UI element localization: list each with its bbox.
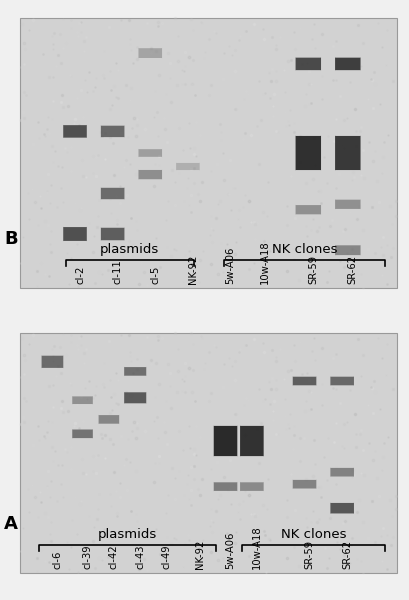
Text: plasmids: plasmids <box>100 243 159 256</box>
Text: cl-42: cl-42 <box>109 544 119 569</box>
Text: A: A <box>4 515 18 533</box>
FancyBboxPatch shape <box>335 136 361 170</box>
Text: SR-62: SR-62 <box>348 255 358 284</box>
FancyBboxPatch shape <box>296 205 321 215</box>
Text: cl-5: cl-5 <box>150 266 160 284</box>
FancyBboxPatch shape <box>293 376 316 386</box>
FancyBboxPatch shape <box>335 57 361 71</box>
FancyBboxPatch shape <box>101 187 124 200</box>
FancyBboxPatch shape <box>330 376 354 386</box>
Text: SR-59: SR-59 <box>305 540 315 569</box>
FancyBboxPatch shape <box>330 502 354 514</box>
Text: NK-92: NK-92 <box>196 539 205 569</box>
FancyBboxPatch shape <box>335 199 361 209</box>
FancyBboxPatch shape <box>176 163 200 170</box>
Text: cl-49: cl-49 <box>162 544 171 569</box>
Text: cl-6: cl-6 <box>52 551 63 569</box>
Text: plasmids: plasmids <box>98 528 157 541</box>
Bar <box>20 333 397 573</box>
FancyBboxPatch shape <box>101 227 124 241</box>
Text: SR-59: SR-59 <box>308 255 318 284</box>
Text: NK clones: NK clones <box>281 528 347 541</box>
FancyBboxPatch shape <box>139 169 162 180</box>
FancyBboxPatch shape <box>101 125 124 137</box>
FancyBboxPatch shape <box>63 227 87 241</box>
Text: B: B <box>4 230 18 248</box>
Text: cl-2: cl-2 <box>75 266 85 284</box>
Text: cl-11: cl-11 <box>112 259 123 284</box>
Text: cl-43: cl-43 <box>135 545 145 569</box>
FancyBboxPatch shape <box>293 479 316 489</box>
FancyBboxPatch shape <box>240 425 264 457</box>
FancyBboxPatch shape <box>139 48 162 58</box>
FancyBboxPatch shape <box>124 367 146 376</box>
FancyBboxPatch shape <box>63 125 87 138</box>
Text: 5w-A06: 5w-A06 <box>225 532 236 569</box>
FancyBboxPatch shape <box>214 482 237 491</box>
FancyBboxPatch shape <box>139 149 162 157</box>
Text: 5w-A06: 5w-A06 <box>225 247 236 284</box>
Text: 10w-A18: 10w-A18 <box>252 526 262 569</box>
Text: NK-92: NK-92 <box>188 254 198 284</box>
FancyBboxPatch shape <box>240 482 264 491</box>
FancyBboxPatch shape <box>335 245 361 256</box>
FancyBboxPatch shape <box>214 425 237 457</box>
FancyBboxPatch shape <box>72 396 93 404</box>
FancyBboxPatch shape <box>99 415 119 424</box>
Text: cl-39: cl-39 <box>83 544 92 569</box>
Text: NK clones: NK clones <box>272 243 337 256</box>
FancyBboxPatch shape <box>296 57 321 71</box>
FancyBboxPatch shape <box>330 467 354 477</box>
Text: SR-62: SR-62 <box>342 540 352 569</box>
FancyBboxPatch shape <box>124 392 146 404</box>
FancyBboxPatch shape <box>72 429 93 439</box>
FancyBboxPatch shape <box>42 355 63 368</box>
Bar <box>20 18 397 288</box>
Text: 10w-A18: 10w-A18 <box>259 241 270 284</box>
FancyBboxPatch shape <box>296 136 321 170</box>
